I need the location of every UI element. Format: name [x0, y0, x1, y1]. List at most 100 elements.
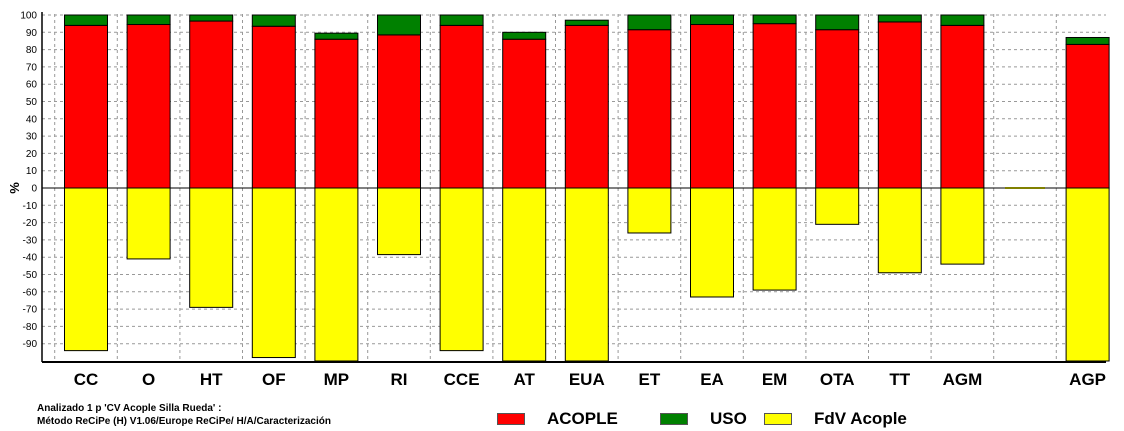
y-axis-ticks: 1009080706050403020100-10-20-30-40-50-60…	[20, 11, 37, 351]
y-tick-label: -50	[23, 270, 38, 281]
bar-fdv-acople	[314, 187, 359, 362]
legend-acople: ACOPLE	[497, 408, 618, 430]
category-label: OF	[262, 370, 286, 389]
bar-acople	[690, 24, 734, 189]
category-label: CCE	[444, 370, 480, 389]
bar-acople	[877, 21, 922, 189]
bar-uso	[377, 14, 421, 36]
bar-uso	[1065, 36, 1110, 45]
y-tick-label: 30	[26, 132, 38, 143]
bar-uso	[877, 14, 922, 23]
bar-fdv-acople	[126, 187, 171, 260]
category-label: EUA	[569, 370, 605, 389]
bar-uso	[189, 14, 234, 22]
bar-fdv-acople	[752, 187, 797, 291]
category-label: AGP	[1069, 370, 1106, 389]
bar-fdv-acople	[377, 187, 421, 256]
bar-uso	[627, 14, 672, 31]
category-label: O	[142, 370, 155, 389]
y-tick-label: -40	[23, 253, 38, 264]
bar-acople	[627, 29, 672, 189]
category-labels: CC O HT OF MP RI CCE AT EUA ET EA EM OTA TT AGM AGP	[74, 370, 1106, 389]
footer-line-2: Método ReCiPe (H) V1.06/Europe ReCiPe/ H…	[37, 416, 331, 427]
bar-uso	[815, 14, 860, 31]
bar-acople	[752, 23, 797, 189]
bar-uso	[64, 14, 108, 26]
category-label: ET	[639, 370, 661, 389]
y-tick-label: 100	[20, 11, 37, 22]
bar-fdv-acople	[251, 187, 296, 359]
bar-acople	[314, 38, 359, 189]
y-tick-label: 90	[26, 28, 38, 39]
bar-uso	[564, 19, 609, 26]
category-label: HT	[200, 370, 223, 389]
y-tick-label: -70	[23, 305, 38, 316]
stacked-bar-chart: 1009080706050403020100-10-20-30-40-50-60…	[7, 11, 1110, 389]
y-tick-label: 20	[26, 149, 38, 160]
bar-uso	[126, 14, 171, 26]
y-tick-label: -90	[23, 339, 38, 350]
axes	[41, 12, 1106, 363]
category-label: AGM	[943, 370, 983, 389]
bar-acople	[377, 34, 421, 189]
category-label: CC	[74, 370, 99, 389]
category-label: RI	[391, 370, 408, 389]
bars	[64, 14, 1110, 362]
category-label: MP	[324, 370, 350, 389]
bar-uso	[940, 14, 985, 26]
y-tick-label: -10	[23, 201, 38, 212]
legend-swatch-acople	[497, 413, 525, 425]
y-tick-label: -20	[23, 218, 38, 229]
category-label: EA	[700, 370, 724, 389]
category-label: AT	[513, 370, 535, 389]
bar-acople	[439, 24, 484, 189]
y-tick-label: 0	[31, 184, 37, 195]
bar-uso	[251, 14, 296, 27]
bar-acople	[815, 29, 860, 189]
legend-swatch-fdv	[764, 413, 792, 425]
bar-fdv-acople	[627, 187, 672, 234]
bar-fdv-acople	[64, 187, 108, 352]
bar-uso	[314, 32, 359, 40]
legend-fdv: FdV Acople	[764, 408, 907, 430]
bar-fdv-acople	[690, 187, 734, 298]
bar-fdv-acople	[189, 187, 234, 308]
bar-acople	[1065, 43, 1110, 189]
y-tick-label: -80	[23, 322, 38, 333]
bar-fdv-acople	[439, 187, 484, 352]
legend-label-uso: USO	[710, 409, 747, 428]
y-tick-label: 70	[26, 62, 38, 73]
category-label: OTA	[820, 370, 855, 389]
bar-fdv-acople	[1065, 187, 1110, 362]
bar-fdv-acople	[502, 187, 547, 362]
bar-acople	[502, 38, 547, 189]
bar-acople	[940, 24, 985, 189]
y-tick-label: 10	[26, 166, 38, 177]
bar-fdv-acople	[940, 187, 985, 265]
bar-uso	[752, 14, 797, 25]
y-tick-label: -60	[23, 287, 38, 298]
bar-acople	[564, 24, 609, 189]
y-tick-label: 40	[26, 114, 38, 125]
legend-label-acople: ACOPLE	[547, 409, 618, 428]
bar-fdv-acople	[877, 187, 922, 274]
bar-uso	[690, 14, 734, 26]
bar-fdv-acople	[564, 187, 609, 362]
bar-acople	[126, 24, 171, 189]
bar-acople	[64, 24, 108, 189]
y-tick-label: 50	[26, 97, 38, 108]
y-axis-label: %	[7, 182, 22, 194]
footer-line-1: Analizado 1 p 'CV Acople Silla Rueda' :	[37, 403, 222, 414]
bar-uso	[439, 14, 484, 26]
y-tick-label: 60	[26, 80, 38, 91]
y-tick-label: 80	[26, 45, 38, 56]
bar-acople	[251, 25, 296, 189]
bar-fdv-acople	[815, 187, 860, 225]
legend-swatch-uso	[660, 413, 688, 425]
legend-uso: USO	[660, 408, 747, 430]
category-label: TT	[889, 370, 910, 389]
bar-acople	[189, 20, 234, 189]
legend-label-fdv: FdV Acople	[814, 409, 907, 428]
category-label: EM	[762, 370, 788, 389]
bar-uso	[502, 31, 547, 40]
